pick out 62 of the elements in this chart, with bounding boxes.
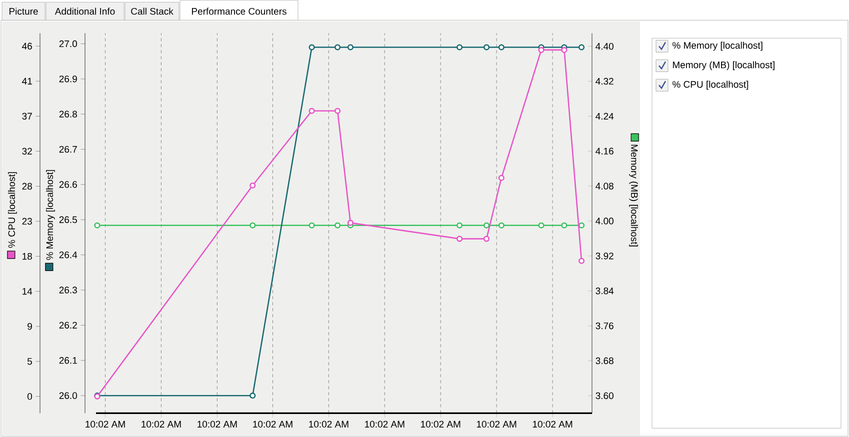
- y-tick-label: 0: [27, 392, 32, 400]
- y2-tick-label: 26.2: [59, 322, 77, 328]
- x-tick-label: 10:02 AM: [253, 420, 292, 428]
- point: [347, 220, 354, 226]
- text: Additional Info: [54, 8, 115, 15]
- x-tick-label: 10:02 AM: [365, 420, 404, 428]
- x-tick-label: 10:02 AM: [309, 420, 348, 428]
- y3-tick-label: 3.92: [596, 252, 614, 260]
- point: [538, 46, 544, 53]
- y-axis-title: % CPU [localhost]: [8, 172, 17, 248]
- x-tick-label: 10:02 AM: [198, 420, 237, 428]
- y3-axis-title: Memory (MB) [localhost]: [629, 144, 638, 246]
- y2-tick-label: 26.6: [59, 181, 77, 188]
- y3-tick-label: 4.24: [596, 112, 614, 120]
- y-tick-label: 5: [27, 358, 32, 365]
- y-tick-label: 14: [22, 288, 32, 295]
- y2-tick-label: 26.0: [59, 392, 78, 399]
- y3-tick-label: 4.08: [596, 182, 614, 190]
- x-tick-label: 10:02 AM: [86, 420, 125, 428]
- y-tick-label: 46: [22, 42, 32, 50]
- y2-tick-label: 26.8: [59, 110, 77, 118]
- y2-axis-title: % Memory [localhost]: [46, 170, 55, 260]
- y2-tick-label: 26.5: [59, 216, 77, 223]
- y-tick-label: 37: [22, 112, 32, 120]
- point: [561, 46, 568, 53]
- text: Memory (MB) [localhost]: [672, 61, 774, 70]
- x-tick-label: 10:02 AM: [421, 420, 460, 428]
- y3-tick-label: 3.68: [596, 357, 614, 364]
- y3-tick-label: 4.16: [596, 148, 614, 154]
- y3-tick-label: 3.84: [596, 287, 614, 294]
- y3-tick-label: 3.76: [596, 322, 614, 330]
- y-tick-label: 23: [22, 218, 32, 225]
- point: [250, 182, 256, 188]
- point: [308, 108, 315, 114]
- text: Picture: [10, 8, 38, 15]
- y-tick-label: 28: [22, 182, 32, 190]
- point: [578, 258, 585, 264]
- text: % Memory [localhost]: [672, 42, 762, 51]
- point: [334, 108, 341, 114]
- point: [456, 236, 463, 242]
- text: Call Stack: [131, 8, 174, 15]
- y3-tick-label: 4.32: [596, 78, 614, 85]
- x-tick-label: 10:02 AM: [532, 420, 572, 428]
- y-tick-label: 32: [22, 148, 32, 154]
- y-tick-label: 18: [22, 252, 32, 260]
- y2-tick-label: 26.3: [59, 286, 77, 294]
- y2-tick-label: 27.0: [59, 40, 78, 48]
- point: [483, 236, 490, 242]
- y2-tick-label: 26.4: [59, 251, 78, 258]
- y-tick-label: 9: [28, 322, 32, 330]
- text: % CPU [localhost]: [672, 80, 748, 90]
- point: [498, 174, 504, 181]
- text: Performance Counters: [192, 8, 286, 15]
- y2-tick-label: 26.7: [59, 146, 77, 153]
- y2-tick-label: 26.9: [59, 75, 77, 82]
- y2-tick-label: 26.1: [59, 356, 77, 364]
- y3-tick-label: 4.40: [596, 42, 614, 50]
- x-tick-label: 10:02 AM: [476, 420, 516, 428]
- y3-tick-label: 4.00: [596, 218, 614, 224]
- x-tick-label: 10:02 AM: [142, 420, 181, 428]
- y3-tick-label: 3.60: [596, 392, 614, 399]
- y-tick-label: 41: [22, 78, 32, 84]
